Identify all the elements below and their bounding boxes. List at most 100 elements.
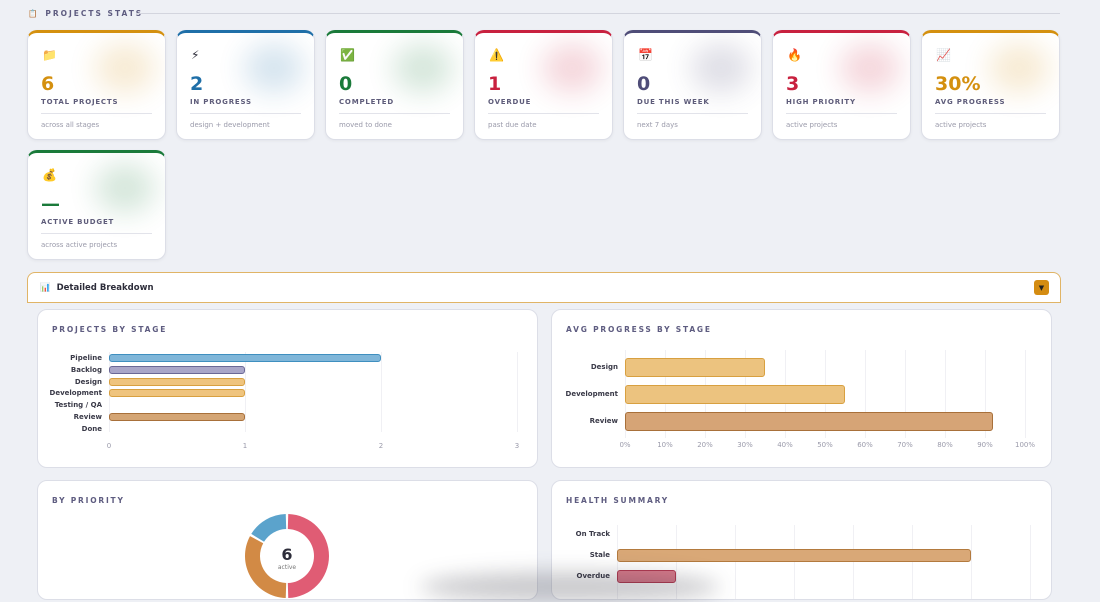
stat-label: DUE THIS WEEK — [637, 98, 710, 106]
y-axis-label: Review — [589, 417, 618, 425]
bar-review — [109, 413, 245, 421]
stat-card-completed: ✅ 0 COMPLETED moved to done — [325, 30, 464, 140]
stat-subtext: past due date — [488, 121, 537, 129]
x-tick-label: 90% — [977, 441, 993, 449]
stat-value: 1 — [488, 73, 502, 95]
x-tick-label: 0 — [106, 442, 112, 450]
card-glow — [95, 163, 155, 213]
stat-label: ACTIVE BUDGET — [41, 218, 115, 226]
projects-by-stage-panel: PROJECTS BY STAGE 0 1 2 3 Pipeline Backlog Des… — [37, 309, 538, 468]
gridline — [865, 350, 866, 438]
by-priority-panel: BY PRIORITY 6 active — [37, 480, 538, 600]
stat-label: IN PROGRESS — [190, 98, 252, 106]
stat-value: 0 — [637, 73, 651, 95]
card-divider — [935, 113, 1046, 114]
y-axis-label: Development — [49, 389, 102, 398]
fire-icon: 🔥 — [787, 48, 802, 62]
stat-card-active-budget: 💰 — ACTIVE BUDGET across active projects — [27, 150, 166, 260]
x-tick-label: 1 — [242, 442, 248, 450]
card-glow — [95, 43, 155, 93]
bar-review — [625, 411, 993, 431]
stat-card-avg-progress: 📈 30% AVG PROGRESS active projects — [921, 30, 1060, 140]
card-glow — [244, 43, 304, 93]
stat-card-due-this-week: 📅 0 DUE THIS WEEK next 7 days — [623, 30, 762, 140]
x-tick-label: 3 — [514, 442, 520, 450]
stat-value: — — [41, 193, 60, 215]
y-axis-label: Design — [590, 363, 618, 371]
y-axis-label: On Track — [575, 530, 610, 538]
y-axis-label: Design — [74, 377, 102, 386]
gridline — [945, 350, 946, 438]
chart-title: BY PRIORITY — [52, 496, 125, 505]
lightning-icon: ⚡ — [191, 48, 200, 62]
stat-card-total-projects: 📁 6 TOTAL PROJECTS across all stages — [27, 30, 166, 140]
card-glow — [989, 43, 1049, 93]
section-header: 📋 PROJECTS STATS — [28, 9, 143, 18]
x-tick-label: 100% — [1014, 441, 1036, 449]
y-axis-label: Development — [565, 390, 618, 398]
gridline — [794, 525, 795, 599]
stat-subtext: design + development — [190, 121, 270, 129]
gridline — [381, 352, 382, 432]
x-tick-label: 50% — [817, 441, 833, 449]
card-divider — [190, 113, 301, 114]
calendar-icon: 📅 — [638, 48, 653, 62]
gridline — [676, 525, 677, 599]
check-icon: ✅ — [340, 48, 355, 62]
stat-subtext: active projects — [935, 121, 987, 129]
card-divider — [41, 233, 152, 234]
stat-card-high-priority: 🔥 3 HIGH PRIORITY active projects — [772, 30, 911, 140]
gridline — [905, 350, 906, 438]
card-divider — [339, 113, 450, 114]
y-axis-label: Backlog — [70, 365, 102, 374]
stat-label: HIGH PRIORITY — [786, 98, 856, 106]
health-summary-panel: HEALTH SUMMARY On Track Stale Overdue — [551, 480, 1052, 600]
stat-value: 0 — [339, 73, 353, 95]
donut-center-label: active — [277, 564, 297, 571]
bar-chart-icon: 📊 — [40, 282, 51, 293]
x-tick-label: 70% — [897, 441, 913, 449]
collapse-toggle-button[interactable]: ▼ — [1034, 280, 1049, 295]
y-axis-label: Review — [73, 413, 102, 421]
section-title: PROJECTS STATS — [45, 9, 144, 18]
bar-development — [109, 389, 245, 398]
card-divider — [41, 113, 152, 114]
x-tick-label: 40% — [777, 441, 793, 449]
x-tick-label: 30% — [737, 441, 753, 449]
x-tick-label: 2 — [378, 442, 384, 450]
y-axis-label: Stale — [589, 551, 610, 559]
chart-title: AVG PROGRESS BY STAGE — [566, 325, 712, 334]
bar-pipeline — [109, 354, 381, 362]
card-glow — [840, 43, 900, 93]
stat-label: COMPLETED — [339, 98, 394, 106]
stat-card-in-progress: ⚡ 2 IN PROGRESS design + development — [176, 30, 315, 140]
breakdown-title: Detailed Breakdown — [56, 282, 154, 293]
stat-subtext: active projects — [786, 121, 838, 129]
bar-development — [625, 384, 845, 404]
y-axis-label: Pipeline — [70, 354, 102, 362]
gridline — [853, 525, 854, 599]
card-glow — [542, 43, 602, 93]
x-tick-label: 80% — [937, 441, 953, 449]
card-glow — [691, 43, 751, 93]
card-divider — [637, 113, 748, 114]
gridline — [735, 525, 736, 599]
card-divider — [488, 113, 599, 114]
stat-card-overdue: ⚠️ 1 OVERDUE past due date — [474, 30, 613, 140]
stat-subtext: next 7 days — [637, 121, 678, 129]
stat-subtext: moved to done — [339, 121, 392, 129]
bar-design — [109, 377, 245, 386]
card-divider — [786, 113, 897, 114]
section-divider — [136, 13, 1060, 14]
scroll-shadow — [420, 572, 720, 602]
donut-slice — [287, 514, 330, 598]
chart-title: PROJECTS BY STAGE — [52, 325, 168, 334]
stat-value: 30% — [935, 73, 981, 95]
x-tick-label: 0% — [619, 441, 631, 449]
stat-value: 3 — [786, 73, 800, 95]
chart-up-icon: 📈 — [936, 48, 951, 62]
donut-center-value: 6 — [281, 545, 293, 564]
y-axis-label: Done — [81, 424, 102, 433]
bar-backlog — [109, 365, 245, 374]
detailed-breakdown-header[interactable]: 📊 Detailed Breakdown ▼ — [27, 272, 1061, 303]
